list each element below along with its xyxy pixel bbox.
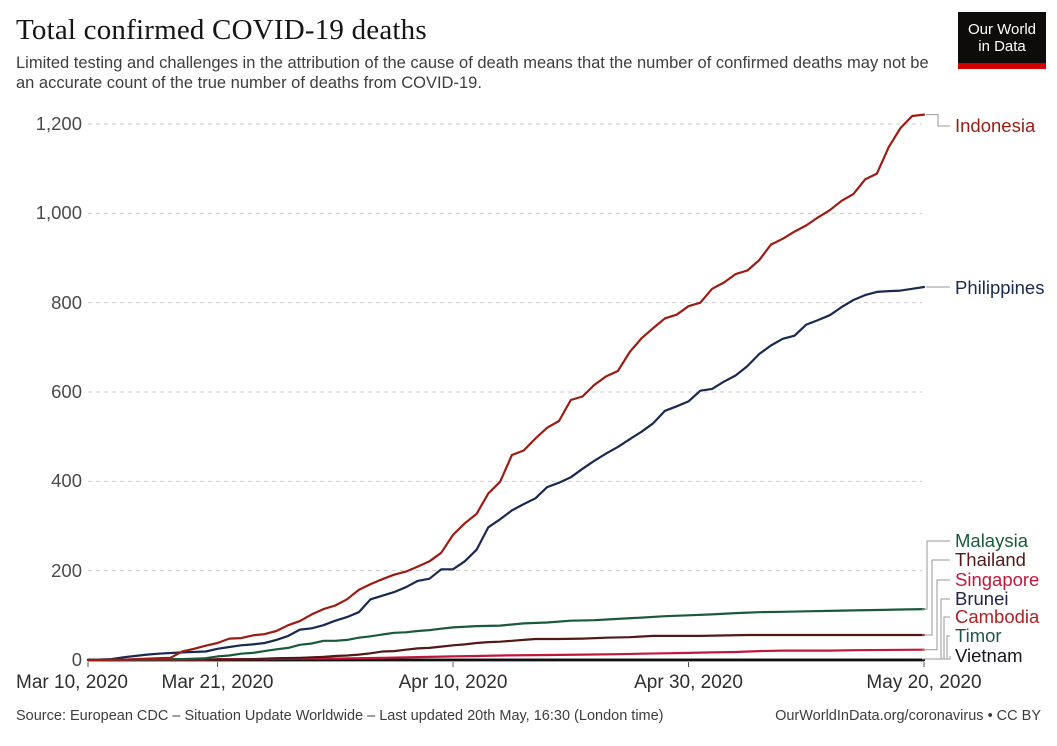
legend-label-cambodia[interactable]: Cambodia <box>955 606 1040 627</box>
legend-label-philippines[interactable]: Philippines <box>955 277 1045 299</box>
line-singapore[interactable] <box>86 648 926 662</box>
x-axis-tick-label: Apr 10, 2020 <box>398 672 508 693</box>
y-axis-tick-label: 0 <box>71 649 82 670</box>
line-thailand[interactable] <box>86 633 926 661</box>
legend-label-brunei[interactable]: Brunei <box>955 588 1009 609</box>
legend-connector <box>922 616 950 660</box>
line-indonesia[interactable] <box>86 113 926 662</box>
legend-connector <box>926 114 950 127</box>
legend-connector <box>922 635 950 660</box>
legend-label-vietnam[interactable]: Vietnam <box>955 645 1023 666</box>
source-note: Source: European CDC – Situation Update … <box>16 708 664 724</box>
owid-logo-line1: Our World <box>967 20 1037 38</box>
y-axis-tick-label: 400 <box>51 470 82 492</box>
x-axis-tick-label: Mar 21, 2020 <box>161 672 274 693</box>
legend-label-malaysia[interactable]: Malaysia <box>955 530 1028 551</box>
y-axis-tick-label: 800 <box>51 291 82 313</box>
y-axis-tick-label: 600 <box>51 381 82 402</box>
legend-connector <box>922 559 950 636</box>
legend-label-indonesia[interactable]: Indonesia <box>955 115 1036 136</box>
owid-logo-accent-strip <box>958 63 1046 69</box>
line-malaysia[interactable] <box>86 607 926 662</box>
owid-link[interactable]: OurWorldInData.org/coronavirus • CC BY <box>775 708 1041 724</box>
line-philippines[interactable] <box>86 285 926 662</box>
x-axis-tick-label: Apr 30, 2020 <box>634 672 743 693</box>
page-title: Total confirmed COVID-19 deaths <box>16 14 427 46</box>
owid-logo-line2: in Data <box>978 37 1026 55</box>
legend-label-thailand[interactable]: Thailand <box>955 549 1026 570</box>
owid-logo[interactable]: Our World in Data <box>958 12 1046 69</box>
x-axis-tick-label: May 20, 2020 <box>866 672 982 693</box>
legend-connector <box>922 656 951 660</box>
x-axis-tick-label: Mar 10, 2020 <box>16 672 128 693</box>
legend-connector <box>922 579 950 651</box>
legend-label-timor[interactable]: Timor <box>955 625 1002 646</box>
legend-label-singapore[interactable]: Singapore <box>955 569 1040 590</box>
legend-connector <box>922 540 950 610</box>
chart-subtitle: Limited testing and challenges in the at… <box>16 54 929 92</box>
y-axis-tick-label: 200 <box>51 559 82 581</box>
y-axis-tick-label: 1,200 <box>35 113 82 134</box>
footer: Source: European CDC – Situation Update … <box>16 708 1041 724</box>
owid-logo-box: Our World in Data <box>958 12 1046 63</box>
y-axis-tick-label: 1,000 <box>35 202 82 224</box>
